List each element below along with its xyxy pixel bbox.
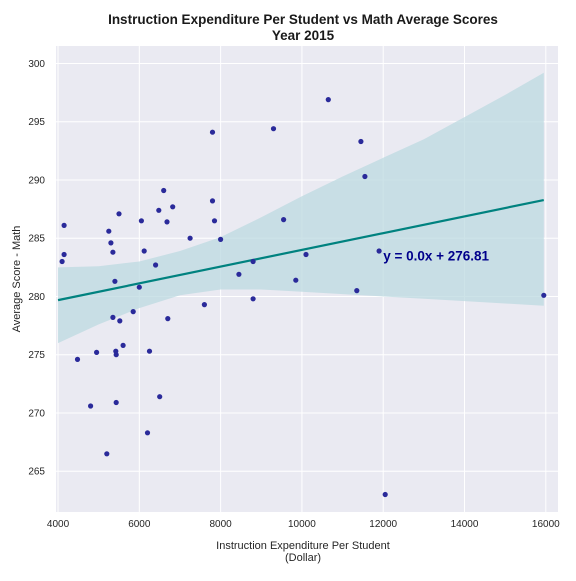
data-point [281, 217, 287, 223]
x-tick-label: 14000 [451, 519, 479, 530]
data-point [113, 399, 119, 406]
data-point [113, 352, 119, 358]
data-point [116, 211, 122, 217]
data-point [250, 296, 256, 302]
data-point [141, 248, 147, 254]
data-point [120, 342, 126, 348]
data-point [164, 219, 170, 225]
data-point [138, 218, 144, 224]
data-point [161, 187, 167, 194]
data-point [170, 204, 176, 210]
data-point [201, 302, 207, 308]
chart-title: Instruction Expenditure Per Student vs M… [108, 12, 498, 27]
data-point [218, 236, 224, 242]
y-tick-label: 280 [28, 292, 45, 303]
x-tick-label: 6000 [128, 519, 151, 530]
data-point [74, 356, 81, 362]
data-point [117, 318, 123, 324]
x-tick-label: 8000 [209, 519, 232, 530]
y-tick-label: 285 [28, 234, 45, 245]
data-point [270, 126, 277, 132]
x-tick-label: 4000 [47, 519, 70, 530]
data-point [106, 228, 112, 234]
data-point [250, 258, 256, 265]
data-point [325, 97, 331, 103]
data-point [358, 138, 364, 145]
y-tick-label: 270 [28, 408, 45, 419]
data-point [104, 451, 110, 457]
data-point [157, 394, 163, 400]
data-point [211, 218, 218, 224]
data-point [165, 316, 171, 322]
x-tick-label: 16000 [532, 519, 560, 530]
data-point [382, 491, 388, 498]
data-point [209, 129, 216, 135]
data-point [61, 222, 67, 228]
data-point [59, 258, 65, 265]
data-point [88, 403, 94, 409]
data-point [187, 235, 193, 241]
data-point [153, 262, 159, 268]
data-point [112, 278, 118, 284]
tick-labels: 4000 6000 8000 10000 12000 14000 16000 265 270 27… [28, 59, 560, 530]
data-point [541, 292, 547, 298]
y-axis-label: Average Score - Math [11, 226, 23, 333]
regression-line [57, 198, 544, 302]
data-point [362, 173, 368, 180]
regression-layer [57, 198, 544, 302]
data-point [293, 277, 299, 283]
data-point [303, 251, 309, 258]
chart-subtitle: Year 2015 [272, 28, 335, 43]
data-point [146, 348, 153, 354]
data-point [130, 309, 136, 315]
data-point [354, 288, 360, 294]
y-tick-label: 295 [28, 117, 45, 128]
x-axis-label: Instruction Expenditure Per Student [216, 540, 390, 552]
data-point [110, 249, 116, 255]
data-points [59, 97, 547, 498]
x-tick-label: 12000 [369, 519, 397, 530]
data-point [110, 314, 116, 320]
data-point [144, 430, 151, 436]
data-point [136, 284, 142, 290]
y-tick-label: 265 [28, 467, 45, 478]
regression-equation-annotation: y = 0.0x + 276.81 [383, 248, 489, 263]
data-point [108, 240, 114, 246]
y-tick-label: 290 [28, 175, 45, 186]
data-point [61, 251, 67, 258]
data-point [376, 248, 382, 254]
x-axis-unit: (Dollar) [285, 552, 321, 564]
data-point [236, 271, 242, 277]
y-tick-label: 300 [28, 59, 45, 70]
data-point [94, 349, 100, 355]
y-tick-label: 275 [28, 350, 45, 361]
data-point [209, 198, 216, 204]
data-point [156, 207, 162, 213]
x-tick-label: 10000 [288, 519, 316, 530]
